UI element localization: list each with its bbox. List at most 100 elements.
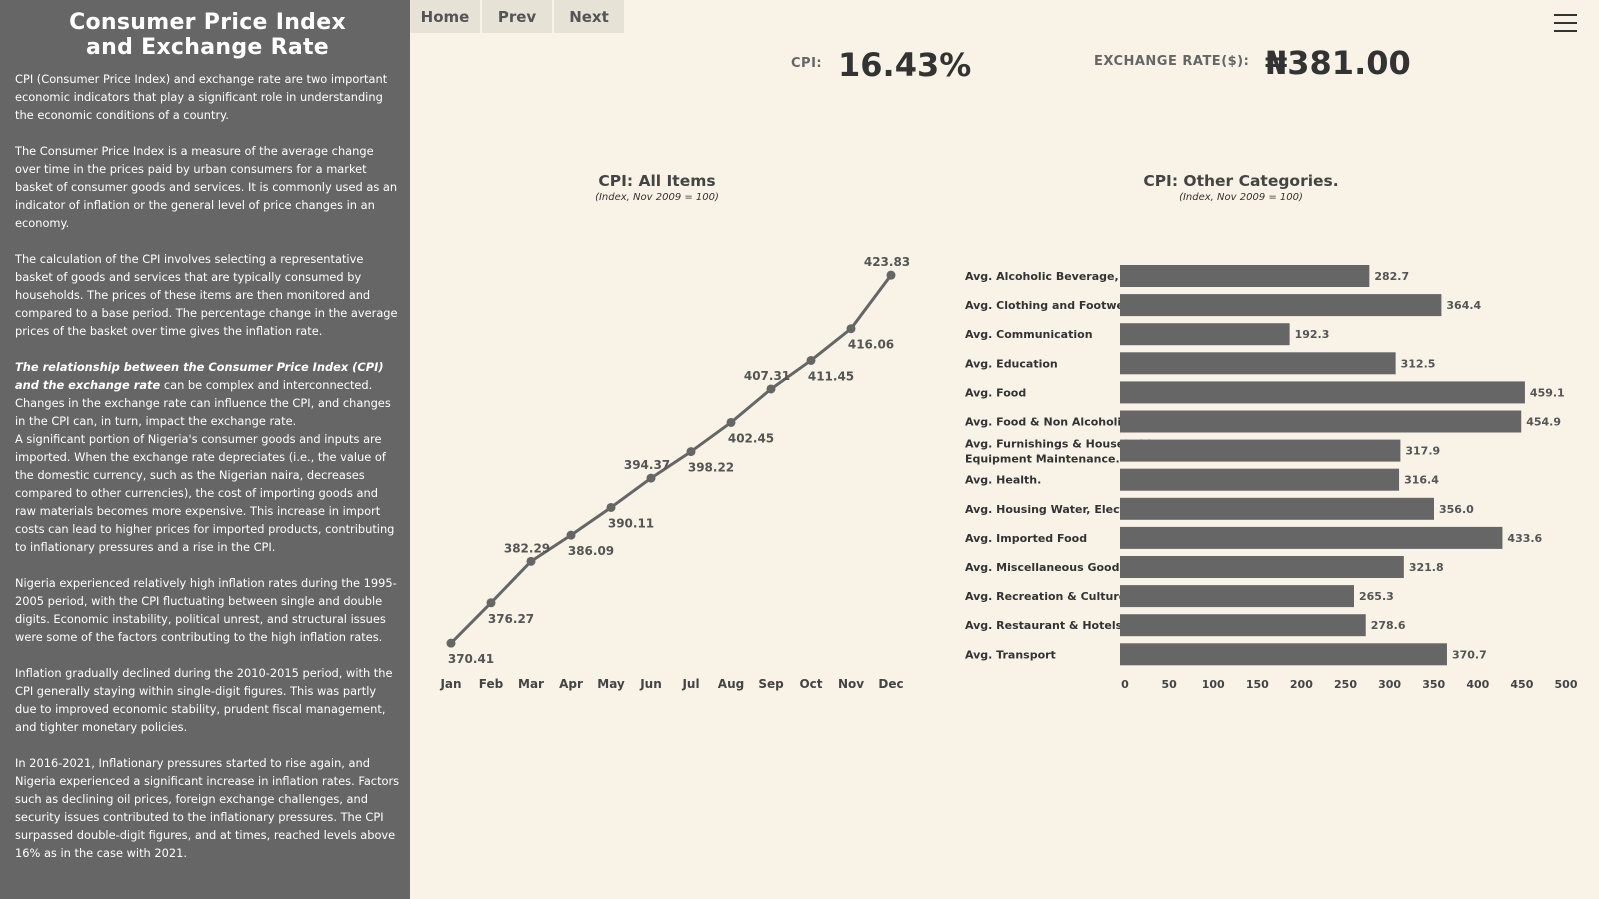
category-bar	[1120, 614, 1366, 637]
category-bar	[1120, 585, 1354, 608]
cpi-data-point	[726, 417, 736, 427]
x-axis-month-label: Jan	[439, 677, 461, 691]
cpi-data-label: 386.09	[568, 544, 614, 558]
category-label: Avg. Recreation & Culture.	[965, 590, 1130, 603]
category-bar	[1120, 294, 1442, 317]
top-nav: Home Prev Next	[410, 0, 626, 33]
paragraph-cpi-definition: The Consumer Price Index is a measure of…	[15, 144, 398, 230]
x-axis-month-label: Mar	[518, 677, 544, 691]
category-label: Avg. Furnishings & Household	[965, 438, 1151, 451]
paragraph-relationship: The relationship between the Consumer Pr…	[15, 358, 400, 430]
category-label: Avg. Miscellaneous Goods &..	[965, 561, 1148, 574]
category-label: Avg. Housing Water, Electric..	[965, 503, 1149, 516]
bar-value-label: 265.3	[1359, 590, 1394, 603]
x-axis-tick-label: 100	[1202, 678, 1225, 691]
category-bar	[1120, 439, 1401, 462]
x-axis-month-label: Feb	[479, 677, 504, 691]
category-label: Avg. Alcoholic Beverage, To..	[965, 270, 1144, 283]
cpi-data-point	[806, 355, 816, 365]
category-label: Avg. Clothing and Footwear	[965, 299, 1137, 312]
x-axis-month-label: Aug	[718, 677, 744, 691]
cpi-categories-bar-chart: Avg. Alcoholic Beverage, To.. 282.7 Avg. C…	[965, 265, 1578, 691]
bar-chart-subtitle: (Index, Nov 2009 = 100)	[1179, 192, 1303, 203]
cpi-data-label: 370.41	[448, 652, 494, 666]
category-label: Avg. Communication	[965, 328, 1093, 341]
bar-value-label: 454.9	[1526, 416, 1561, 429]
sidebar-title-line1: Consumer Price Index	[69, 10, 346, 35]
x-axis-tick-label: 300	[1378, 678, 1401, 691]
home-button[interactable]: Home	[410, 0, 480, 33]
x-axis-month-label: Jun	[639, 677, 662, 691]
category-label: Avg. Food	[965, 386, 1026, 399]
bar-value-label: 364.4	[1446, 299, 1481, 312]
sidebar-body: CPI (Consumer Price Index) and exchange …	[15, 70, 400, 862]
cpi-kpi-label: CPI:	[791, 56, 823, 71]
category-label: Avg. Education	[965, 357, 1058, 370]
category-bar	[1120, 556, 1404, 578]
cpi-all-items-line-chart: 370.41 376.27 382.29 386.09 390.11 394.37 398.…	[439, 255, 910, 691]
bar-value-label: 282.7	[1374, 270, 1409, 283]
cpi-data-point	[606, 502, 616, 512]
category-bar	[1120, 468, 1400, 491]
category-bar	[1120, 497, 1434, 520]
category-bar	[1120, 323, 1290, 346]
category-bar	[1120, 381, 1525, 404]
category-label: Avg. Restaurant & Hotels	[965, 619, 1123, 632]
cpi-data-label: 402.45	[728, 431, 774, 445]
x-axis-tick-label: 0	[1121, 678, 1129, 691]
bar-value-label: 370.7	[1452, 648, 1487, 661]
x-axis-month-label: May	[597, 677, 625, 691]
cpi-data-label: 376.27	[488, 612, 534, 626]
bar-value-label: 459.1	[1530, 386, 1565, 399]
sidebar: Consumer Price Index and Exchange Rate C…	[0, 0, 410, 899]
cpi-data-label: 390.11	[608, 516, 654, 530]
bar-value-label: 312.5	[1401, 357, 1436, 370]
bar-value-label: 316.4	[1404, 474, 1439, 487]
cpi-data-label: 382.29	[504, 541, 550, 555]
paragraph-imports: A significant portion of Nigeria's consu…	[15, 432, 395, 554]
category-label: Avg. Imported Food	[965, 532, 1087, 545]
x-axis-tick-label: 500	[1555, 678, 1578, 691]
cpi-data-label: 398.22	[688, 461, 734, 475]
cpi-data-label: 416.06	[848, 338, 894, 352]
relationship-text: can be complex and interconnected. Chang…	[15, 378, 391, 428]
category-bar	[1120, 410, 1522, 433]
paragraph-1995-2005: Nigeria experienced relatively high infl…	[15, 576, 397, 644]
x-axis-tick-label: 200	[1290, 678, 1313, 691]
cpi-data-label: 394.37	[624, 458, 670, 472]
cpi-data-point	[646, 473, 656, 483]
bar-value-label: 278.6	[1371, 619, 1406, 632]
cpi-data-point	[446, 638, 456, 648]
category-bar	[1120, 526, 1503, 549]
x-axis-tick-label: 250	[1334, 678, 1357, 691]
x-axis-tick-label: 50	[1161, 678, 1177, 691]
paragraph-2016-2021: In 2016-2021, Inflationary pressures sta…	[15, 756, 400, 860]
x-axis-month-label: Jul	[681, 677, 699, 691]
x-axis-month-label: Oct	[799, 677, 822, 691]
cpi-data-point	[566, 530, 576, 540]
cpi-data-label: 411.45	[808, 369, 854, 383]
next-button[interactable]: Next	[554, 0, 624, 33]
cpi-series-line	[449, 274, 893, 645]
bar-value-label: 356.0	[1439, 503, 1474, 516]
prev-button[interactable]: Prev	[482, 0, 552, 33]
x-axis-month-label: Dec	[878, 677, 903, 691]
category-label: Avg. Health.	[965, 474, 1041, 487]
cpi-kpi-value: 16.43%	[838, 46, 972, 84]
paragraph-intro: CPI (Consumer Price Index) and exchange …	[15, 72, 388, 122]
hamburger-menu-icon[interactable]	[1554, 14, 1577, 32]
bar-value-label: 321.8	[1409, 561, 1444, 574]
cpi-data-point	[766, 384, 776, 394]
category-label: Avg. Food & Non Alcoholic B..	[965, 416, 1148, 429]
category-bar	[1120, 643, 1447, 666]
category-label: Equipment Maintenance.	[965, 453, 1120, 466]
x-axis-month-label: Sep	[758, 677, 784, 691]
x-axis-month-label: Nov	[838, 677, 864, 691]
bar-value-label: 192.3	[1295, 328, 1330, 341]
exchange-rate-kpi-value: ₦381.00	[1265, 44, 1411, 82]
cpi-data-point	[686, 447, 696, 457]
paragraph-2010-2015: Inflation gradually declined during the …	[15, 666, 393, 734]
category-label: Avg. Transport	[965, 648, 1056, 661]
cpi-data-label: 423.83	[864, 255, 910, 269]
exchange-rate-kpi-label: EXCHANGE RATE($):	[1094, 54, 1250, 69]
